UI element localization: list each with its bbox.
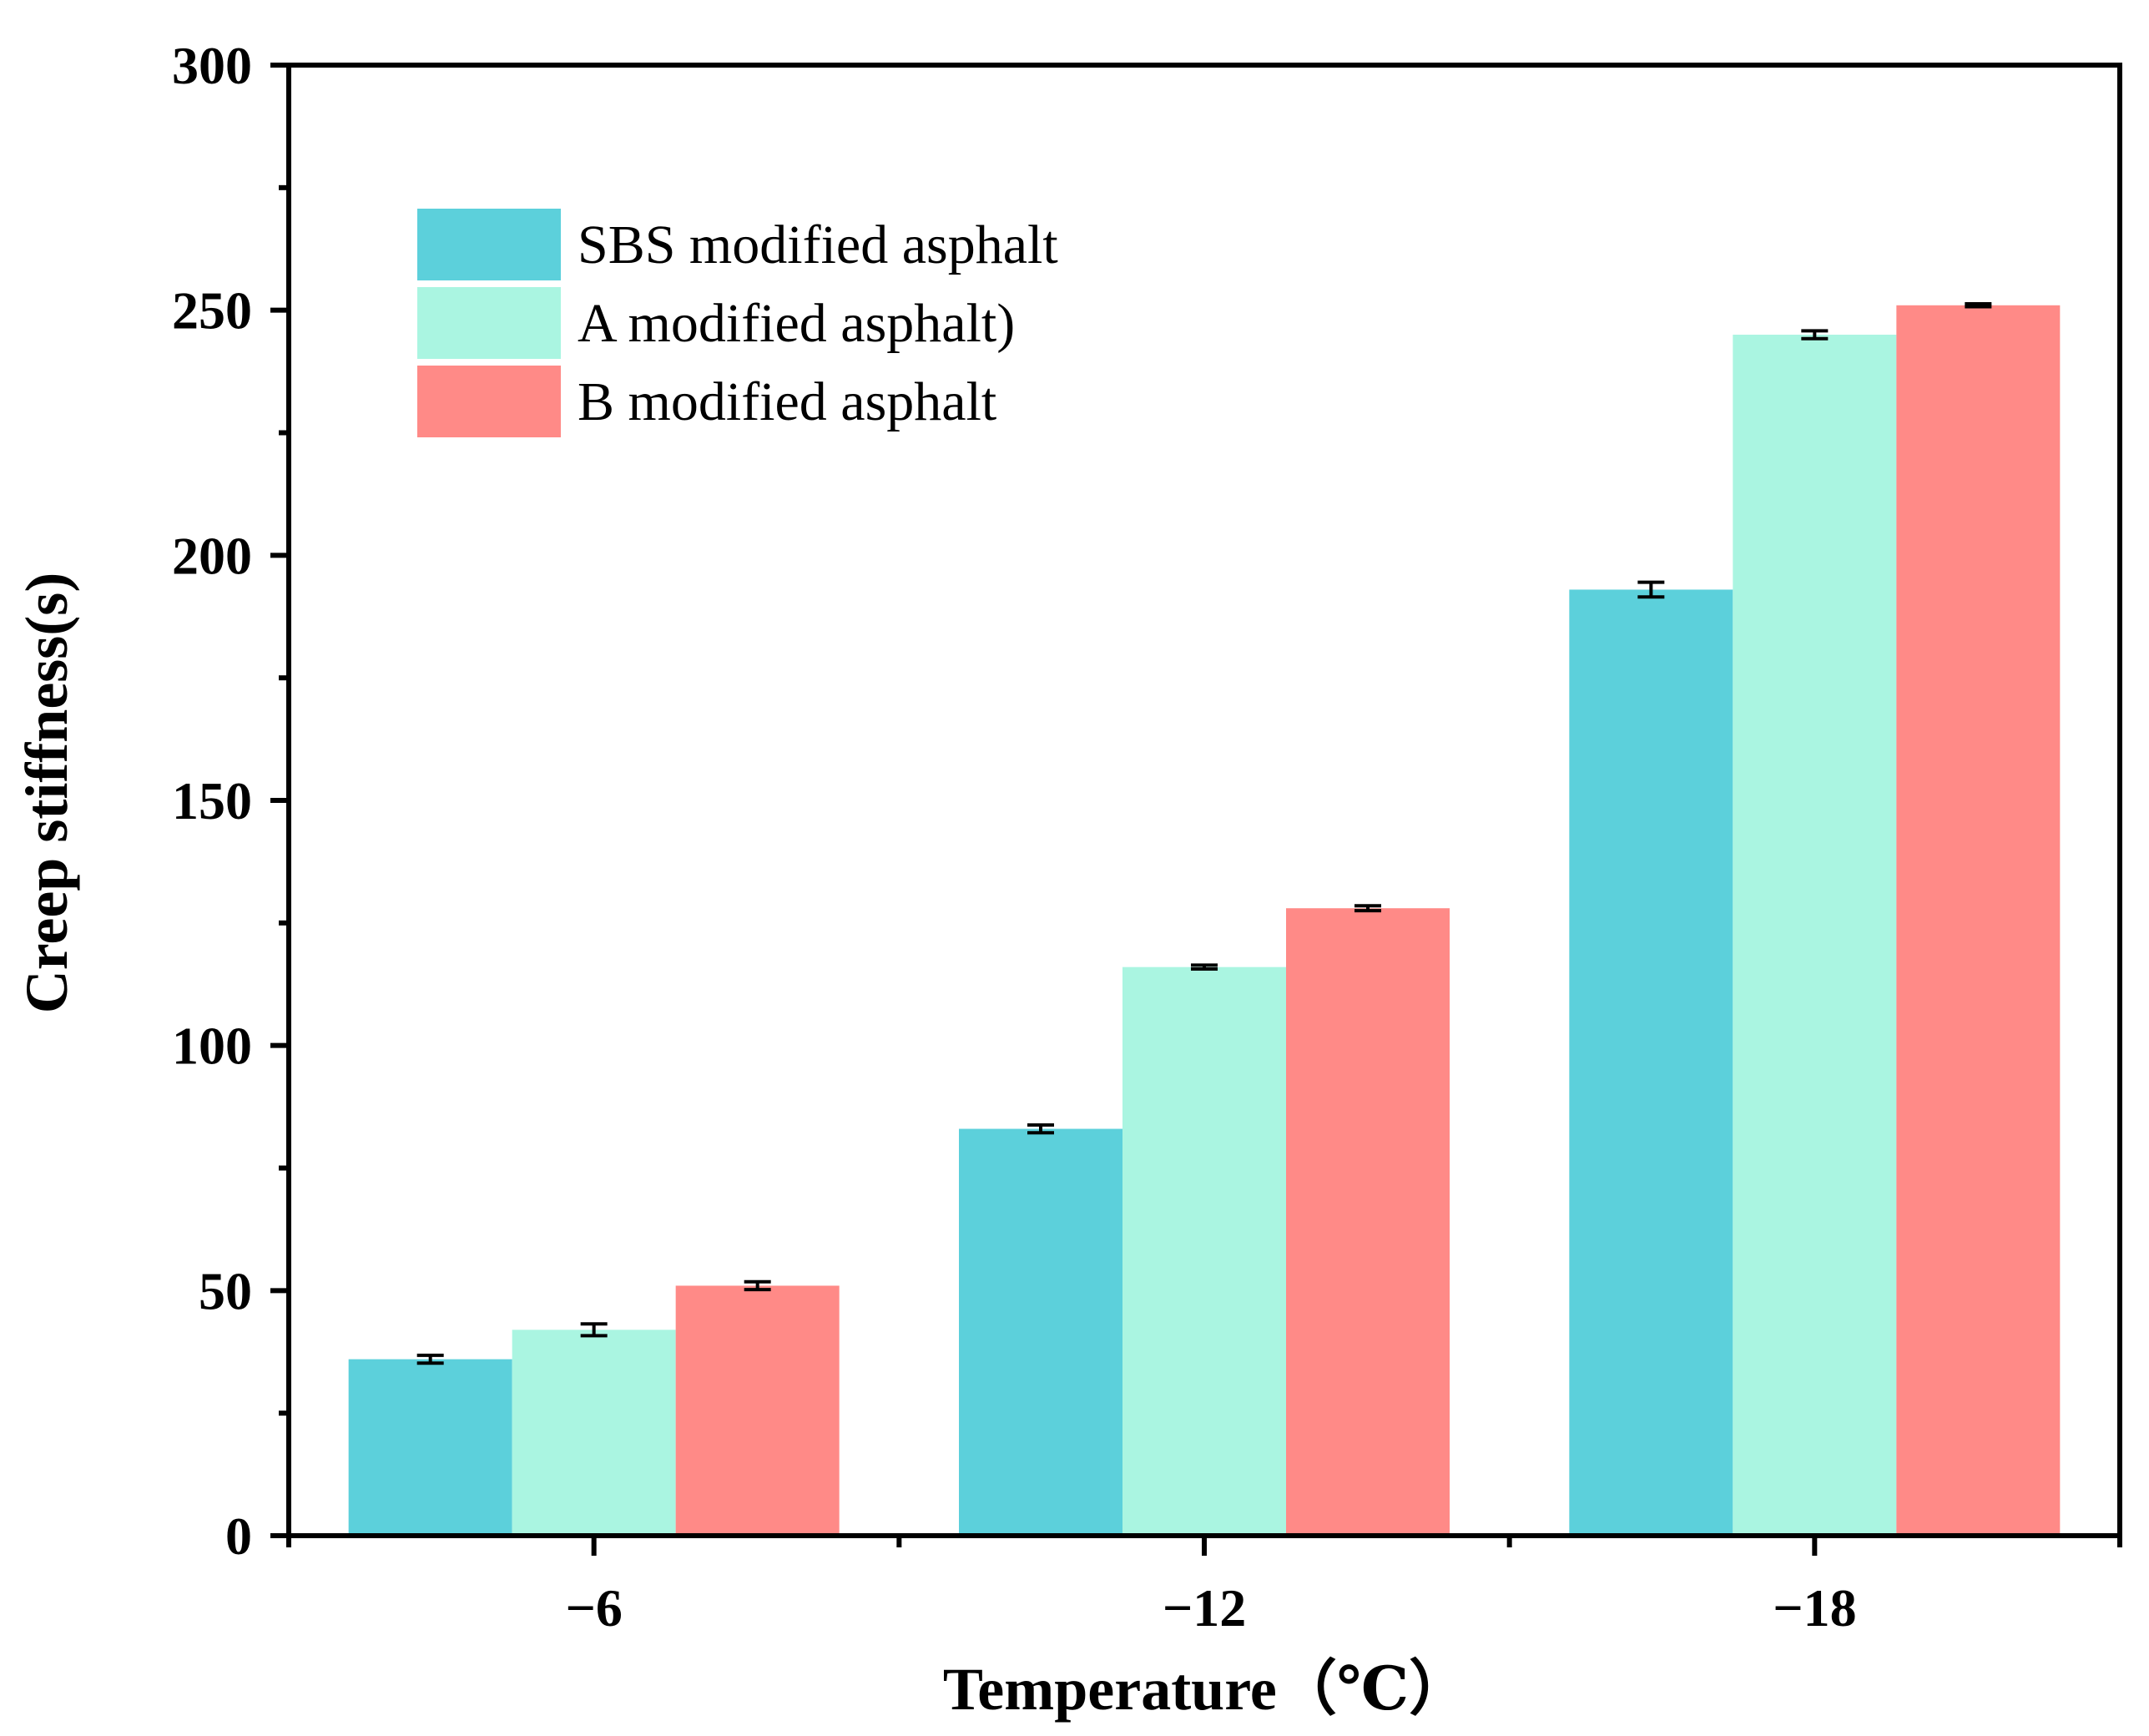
ticks-layer <box>270 63 2122 1556</box>
x-axis-title: Temperature（℃） <box>943 1656 1469 1723</box>
x-tick-label: −6 <box>565 1578 622 1638</box>
bar-2-1 <box>512 1330 676 1536</box>
error-bar-2-2 <box>1191 963 1218 971</box>
error-bar-3-3 <box>1965 302 1992 309</box>
y-tick-label: 300 <box>172 36 252 95</box>
y-tick-label: 200 <box>172 526 252 585</box>
error-bar-1-3 <box>1637 580 1665 599</box>
bar-3-1 <box>675 1285 840 1536</box>
bar-1-3 <box>1569 589 1733 1536</box>
legend-label: B modified asphalt <box>578 371 996 432</box>
y-tick-label: 100 <box>172 1017 252 1076</box>
legend: SBS modified asphalt A modified asphalt) B… <box>417 209 1058 437</box>
error-bar-2-1 <box>580 1322 608 1338</box>
legend-swatch <box>417 209 561 280</box>
bars-layer <box>348 305 2061 1536</box>
y-tick-label: 250 <box>172 281 252 341</box>
error-bar-1-2 <box>1027 1123 1054 1135</box>
y-tick-label: 50 <box>199 1261 252 1320</box>
legend-label: SBS modified asphalt <box>578 214 1058 275</box>
legend-item-2: A modified asphalt) <box>417 287 1015 359</box>
bar-1-1 <box>348 1359 512 1536</box>
bar-2-2 <box>1122 966 1286 1536</box>
bar-1-2 <box>959 1128 1122 1536</box>
y-axis-title: Creep stiffness(s) <box>13 573 80 1014</box>
error-bar-2-3 <box>1801 329 1829 341</box>
error-bar-3-2 <box>1354 904 1381 913</box>
error-bar-1-1 <box>416 1353 444 1365</box>
error-bar-3-1 <box>744 1279 771 1292</box>
legend-swatch <box>417 287 561 359</box>
x-tick-label: −18 <box>1773 1578 1856 1638</box>
legend-label: A modified asphalt) <box>578 293 1015 354</box>
tick-labels-layer: 0 50 100 150 200 250 300 −6 −12 −18 <box>172 36 1857 1638</box>
error-bars-layer <box>416 302 1992 1365</box>
bar-2-3 <box>1733 335 1897 1536</box>
legend-swatch <box>417 366 561 437</box>
legend-item-1: SBS modified asphalt <box>417 209 1058 280</box>
bar-3-2 <box>1286 908 1450 1536</box>
y-tick-label: 0 <box>225 1506 252 1566</box>
bar-3-3 <box>1896 305 2061 1536</box>
legend-item-3: B modified asphalt <box>417 366 996 437</box>
y-tick-label: 150 <box>172 771 252 830</box>
x-tick-label: −12 <box>1163 1578 1246 1638</box>
